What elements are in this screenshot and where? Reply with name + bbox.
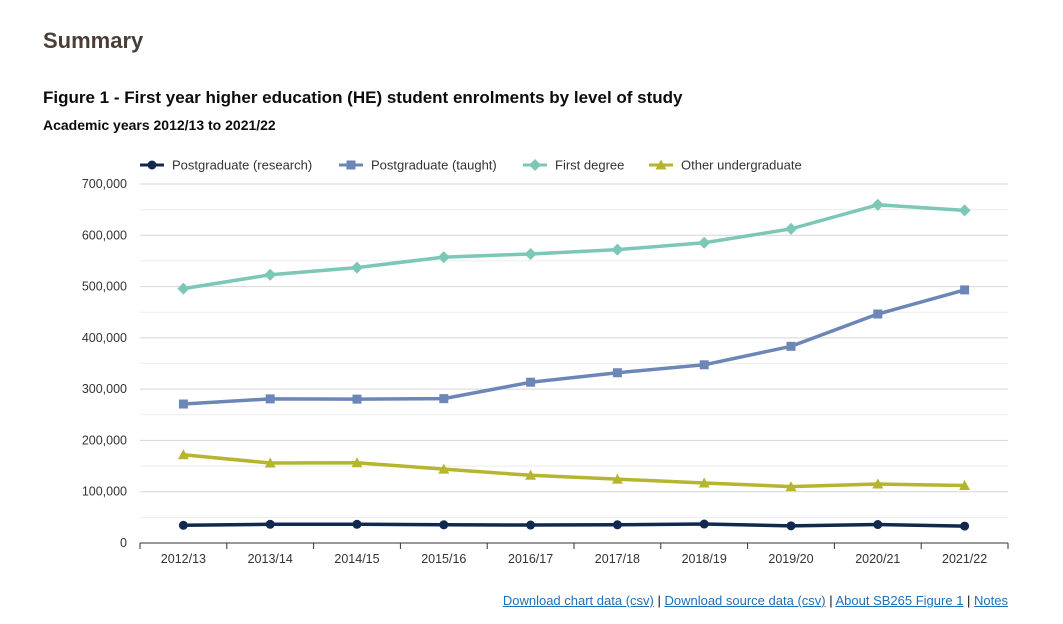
data-point: [177, 449, 189, 460]
data-point: [872, 478, 884, 489]
data-point: [698, 477, 710, 488]
series-line: [181, 453, 967, 489]
data-point: [352, 394, 362, 404]
data-point: [960, 521, 970, 531]
y-tick-label: 300,000: [82, 382, 127, 396]
legend-marker: [529, 159, 541, 171]
data-point: [351, 261, 363, 274]
data-point: [524, 248, 537, 261]
data-point: [438, 463, 450, 474]
axes: 0 100,000 200,000 300,000 400,000 500,000 600,…: [82, 177, 1009, 566]
data-point: [351, 457, 363, 468]
data-point: [178, 399, 188, 409]
data-point: [437, 251, 450, 264]
download-links: Download chart data (csv) | Download sou…: [503, 593, 1008, 608]
y-tick-label: 0: [120, 536, 127, 550]
x-tick-label: 2018/19: [682, 552, 727, 566]
x-tick-label: 2012/13: [161, 552, 206, 566]
data-point: [873, 520, 883, 530]
x-tick-label: 2019/20: [768, 552, 813, 566]
data-point: [178, 520, 188, 530]
data-point: [611, 243, 624, 256]
data-point: [264, 268, 277, 281]
series-line: [181, 288, 967, 406]
legend-marker: [655, 159, 667, 170]
series: [177, 198, 971, 531]
data-point: [699, 360, 709, 370]
data-point: [526, 377, 536, 387]
data-point: [526, 520, 536, 530]
data-point: [265, 519, 275, 529]
y-tick-label: 500,000: [82, 280, 127, 294]
data-point: [439, 520, 449, 530]
link-separator: |: [825, 593, 836, 608]
download-chart-data-link[interactable]: Download chart data (csv): [502, 593, 654, 608]
series-line: [181, 522, 967, 528]
x-tick-label: 2016/17: [508, 552, 553, 566]
data-point: [786, 521, 796, 531]
link-separator: |: [653, 593, 665, 608]
series-group: [178, 519, 970, 531]
figure-title: Figure 1 - First year higher education (…: [43, 88, 683, 107]
data-point: [873, 309, 883, 319]
legend-marker: [346, 160, 356, 170]
legend-label: Postgraduate (taught): [371, 158, 497, 173]
x-tick-label: 2020/21: [855, 552, 900, 566]
data-point: [525, 469, 537, 480]
x-tick-label: 2014/15: [334, 552, 379, 566]
download-source-data-link[interactable]: Download source data (csv): [664, 593, 826, 608]
legend-item: First degree: [523, 158, 624, 173]
figure-subtitle: Academic years 2012/13 to 2021/22: [43, 117, 276, 133]
data-point: [265, 394, 275, 404]
series-line: [181, 203, 967, 291]
data-point: [785, 481, 797, 492]
y-tick-label: 700,000: [82, 177, 127, 191]
data-point: [352, 519, 362, 529]
legend-label: Postgraduate (research): [172, 158, 312, 173]
x-tick-label: 2013/14: [248, 552, 293, 566]
data-point: [871, 198, 884, 211]
data-point: [960, 285, 970, 295]
data-point: [612, 368, 622, 378]
legend-item: Other undergraduate: [649, 158, 802, 173]
y-tick-label: 100,000: [82, 485, 127, 499]
legend-item: Postgraduate (research): [140, 158, 312, 173]
data-point: [612, 520, 622, 530]
data-point: [958, 204, 971, 217]
data-point: [611, 473, 623, 484]
data-point: [264, 457, 276, 468]
legend-item: Postgraduate (taught): [339, 158, 497, 173]
legend: Postgraduate (research) Postgraduate (tau…: [140, 158, 802, 173]
legend-label: Other undergraduate: [681, 158, 802, 173]
series-group: [178, 285, 970, 409]
y-tick-label: 600,000: [82, 228, 127, 242]
x-tick-label: 2017/18: [595, 552, 640, 566]
data-point: [699, 519, 709, 529]
legend-marker: [147, 160, 157, 170]
section-heading: Summary: [43, 28, 144, 53]
data-point: [785, 222, 797, 235]
data-point: [439, 394, 449, 404]
x-tick-label: 2021/22: [942, 552, 987, 566]
about-figure-link[interactable]: About SB265 Figure 1: [835, 593, 964, 608]
series-group: [177, 198, 971, 295]
series-group: [177, 449, 971, 492]
data-point: [959, 480, 971, 491]
data-point: [698, 236, 711, 249]
data-point: [786, 341, 796, 351]
line-chart: 0 100,000 200,000 300,000 400,000 500,000 600,…: [82, 158, 1009, 566]
y-tick-label: 400,000: [82, 331, 127, 345]
link-separator: |: [963, 593, 975, 608]
legend-label: First degree: [555, 158, 624, 173]
notes-link[interactable]: Notes: [974, 593, 1008, 608]
y-tick-label: 200,000: [82, 433, 127, 447]
data-point: [177, 282, 190, 295]
x-tick-label: 2015/16: [421, 552, 466, 566]
